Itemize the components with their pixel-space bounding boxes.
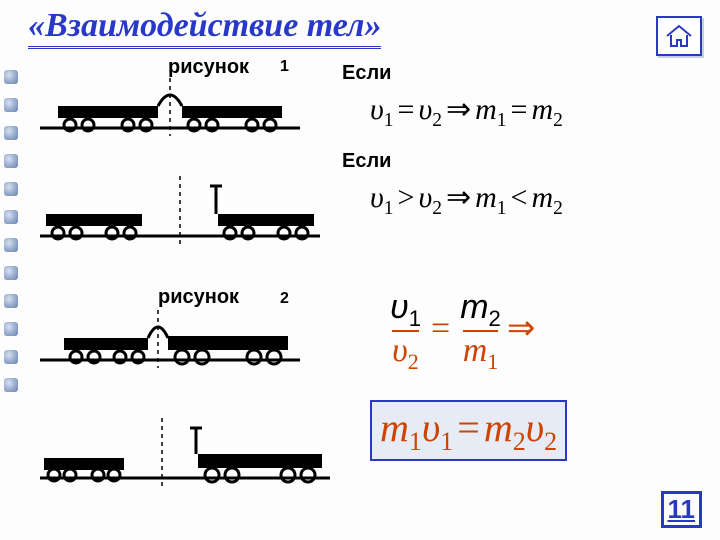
formula-eq-1: υ1=υ2⇒m1=m2 xyxy=(370,92,563,132)
diagram-2a xyxy=(40,310,300,370)
if-1: Если xyxy=(342,62,391,85)
home-icon xyxy=(665,24,693,48)
diagram-1a xyxy=(40,78,300,138)
side-decor xyxy=(4,70,18,392)
fig-label-2: рисунок xyxy=(158,286,239,309)
diagram-2b xyxy=(40,418,330,488)
fig-label-1: рисунок xyxy=(168,56,249,79)
formula-eq-4: m1υ1=m2υ2 xyxy=(370,400,567,461)
fig-num-2: 2 xyxy=(280,290,289,308)
formula-eq-2: υ1>υ2⇒m1<m2 xyxy=(370,180,563,220)
fig-num-1: 1 xyxy=(280,58,289,76)
home-button[interactable] xyxy=(656,16,702,56)
diagram-1b xyxy=(40,176,320,246)
if-2: Если xyxy=(342,150,391,173)
formula-eq-3: υ1υ2=m2m1⇒ xyxy=(390,290,541,373)
page-number: 11 xyxy=(661,491,703,528)
page-title: «Взаимодействие тел» xyxy=(28,8,381,49)
